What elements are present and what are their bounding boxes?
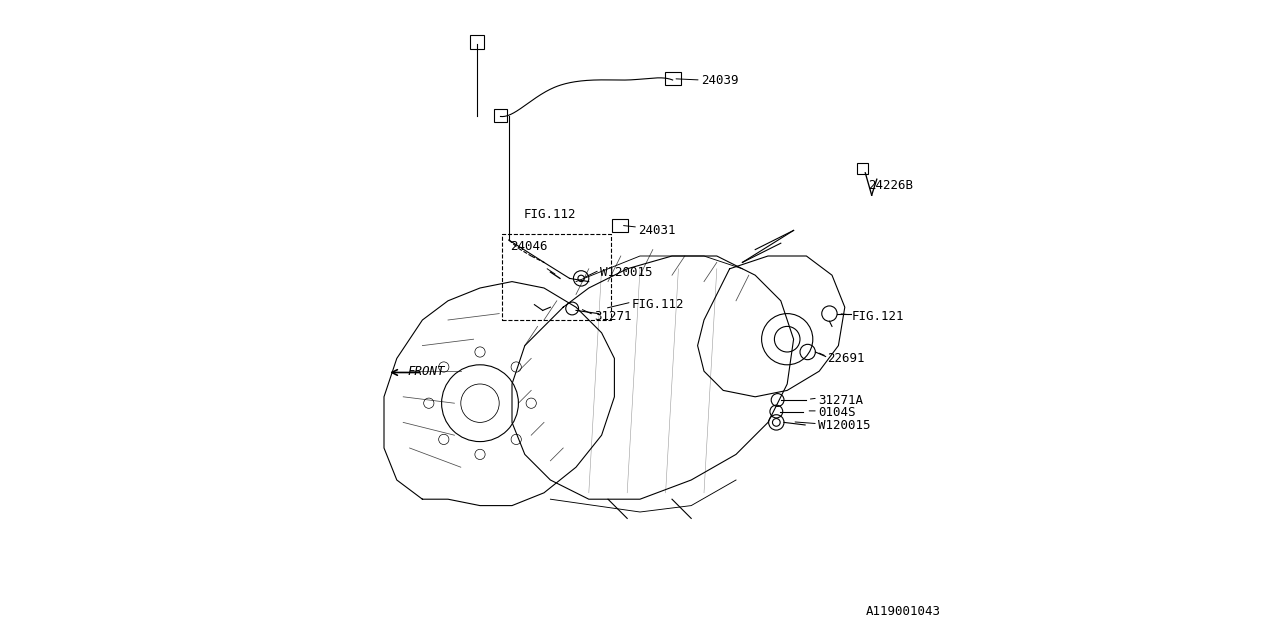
Text: FRONT: FRONT <box>407 365 445 378</box>
Text: 31271A: 31271A <box>818 394 863 406</box>
Text: 24226B: 24226B <box>869 179 914 192</box>
Bar <box>470 35 484 49</box>
Text: 0104S: 0104S <box>818 406 855 419</box>
Text: FIG.112: FIG.112 <box>632 298 685 310</box>
Bar <box>858 163 869 174</box>
Text: 24031: 24031 <box>637 224 676 237</box>
Bar <box>502 234 612 320</box>
Text: FIG.112: FIG.112 <box>524 208 576 221</box>
Text: A119001043: A119001043 <box>865 605 941 618</box>
Text: FIG.121: FIG.121 <box>851 310 904 323</box>
Text: W120015: W120015 <box>818 419 870 432</box>
Bar <box>666 72 681 85</box>
Text: W120015: W120015 <box>600 266 653 278</box>
Bar <box>612 219 627 232</box>
Text: 24046: 24046 <box>509 240 548 253</box>
Text: 24039: 24039 <box>701 74 739 86</box>
Bar <box>494 109 507 122</box>
Text: 22691: 22691 <box>827 352 864 365</box>
Text: 31271: 31271 <box>594 310 631 323</box>
